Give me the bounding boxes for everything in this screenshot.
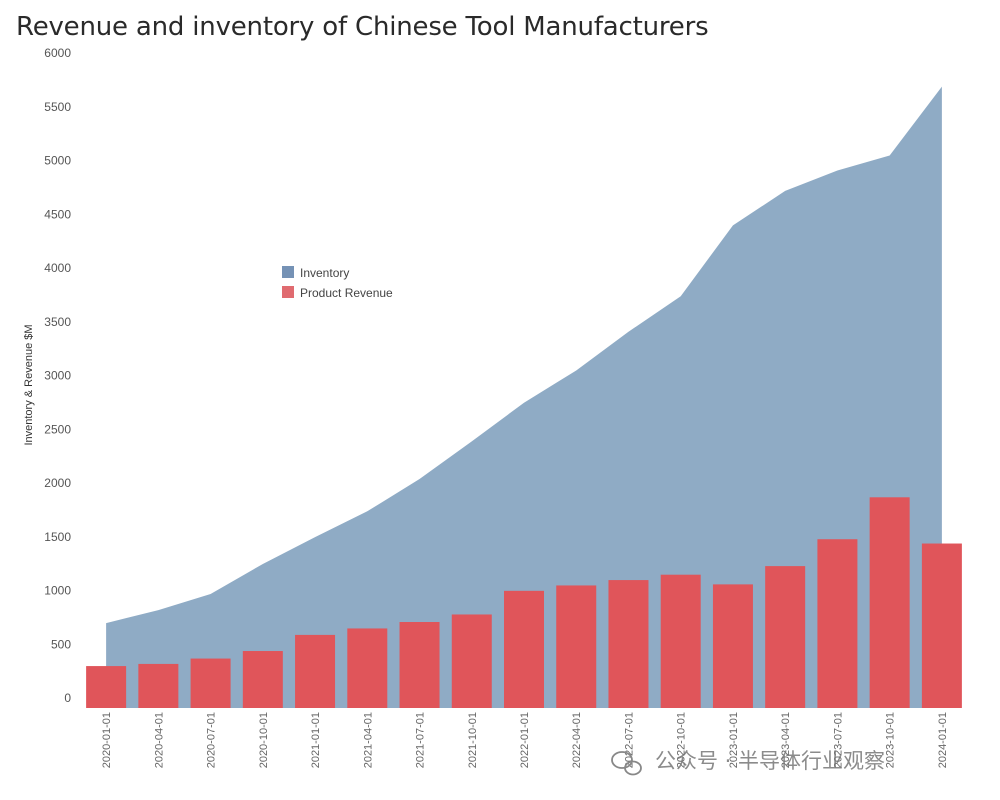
x-axis-ticks: 2020-01-01 2020-04-01 2020-07-01 2020-10-01… bbox=[101, 712, 949, 768]
wechat-icon bbox=[611, 751, 642, 776]
chart-title: Revenue and inventory of Chinese Tool Ma… bbox=[16, 12, 709, 42]
x-tick-label: 2022-07-01 bbox=[623, 712, 635, 768]
legend-swatch-product-revenue bbox=[282, 286, 294, 298]
revenue-bar bbox=[608, 580, 649, 708]
inventory-area bbox=[106, 86, 942, 708]
y-axis-ticks: 0 500 1000 1500 2000 2500 3000 3500 4000 4500 5000… bbox=[44, 46, 71, 705]
y-tick-label: 3000 bbox=[44, 369, 71, 383]
x-tick-label: 2023-07-01 bbox=[832, 712, 844, 768]
revenue-bar bbox=[451, 614, 492, 708]
revenue-bar bbox=[399, 622, 440, 708]
y-tick-label: 5500 bbox=[44, 100, 71, 114]
revenue-bar bbox=[86, 666, 127, 708]
y-tick-label: 3500 bbox=[44, 315, 71, 329]
x-tick-label: 2022-04-01 bbox=[571, 712, 583, 768]
y-tick-label: 5000 bbox=[44, 154, 71, 168]
legend: Inventory Product Revenue bbox=[282, 266, 393, 300]
revenue-bar bbox=[556, 585, 597, 708]
y-tick-label: 4500 bbox=[44, 207, 71, 221]
y-axis-label: Inventory & Revenue $M bbox=[23, 324, 35, 445]
revenue-bar bbox=[242, 651, 283, 708]
y-tick-label: 500 bbox=[51, 637, 71, 651]
revenue-bar bbox=[190, 658, 231, 708]
revenue-bar bbox=[504, 590, 544, 708]
legend-label-product-revenue: Product Revenue bbox=[300, 286, 393, 300]
y-tick-label: 2000 bbox=[44, 476, 71, 490]
x-tick-label: 2021-07-01 bbox=[415, 712, 427, 768]
x-tick-label: 2020-10-01 bbox=[258, 712, 270, 768]
x-tick-label: 2023-10-01 bbox=[885, 712, 897, 768]
x-tick-label: 2021-04-01 bbox=[362, 712, 374, 768]
inventory-area-layer bbox=[106, 86, 942, 708]
revenue-bar bbox=[138, 663, 179, 708]
revenue-bar bbox=[660, 574, 701, 708]
x-tick-label: 2020-07-01 bbox=[206, 712, 218, 768]
x-tick-label: 2023-04-01 bbox=[780, 712, 792, 768]
x-tick-label: 2020-01-01 bbox=[101, 712, 113, 768]
revenue-bar bbox=[921, 543, 962, 708]
x-tick-label: 2022-01-01 bbox=[519, 712, 531, 768]
watermark: 公众号 · 半导体行业观察 bbox=[611, 749, 885, 776]
y-tick-label: 1500 bbox=[44, 530, 71, 544]
revenue-bars-layer bbox=[86, 497, 962, 708]
x-tick-label: 2021-01-01 bbox=[310, 712, 322, 768]
y-tick-label: 6000 bbox=[44, 46, 71, 60]
y-tick-label: 4000 bbox=[44, 261, 71, 275]
watermark-text: 公众号 · 半导体行业观察 bbox=[655, 749, 885, 773]
revenue-bar bbox=[869, 497, 910, 708]
y-tick-label: 2500 bbox=[44, 422, 71, 436]
x-tick-label: 2022-10-01 bbox=[676, 712, 688, 768]
y-tick-label: 0 bbox=[64, 691, 71, 705]
y-tick-label: 1000 bbox=[44, 584, 71, 598]
x-tick-label: 2021-10-01 bbox=[467, 712, 479, 768]
revenue-bar bbox=[295, 634, 336, 708]
revenue-bar bbox=[765, 566, 806, 708]
revenue-bar bbox=[347, 628, 388, 708]
x-tick-label: 2023-01-01 bbox=[728, 712, 740, 768]
legend-swatch-inventory bbox=[282, 266, 294, 278]
x-tick-label: 2024-01-01 bbox=[937, 712, 949, 768]
revenue-bar bbox=[817, 539, 858, 708]
x-tick-label: 2020-04-01 bbox=[153, 712, 165, 768]
legend-label-inventory: Inventory bbox=[300, 266, 349, 280]
revenue-bar bbox=[712, 584, 753, 708]
